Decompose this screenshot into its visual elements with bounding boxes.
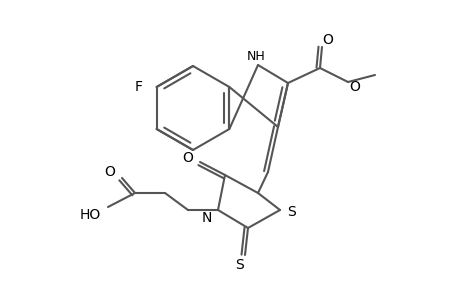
Text: O: O [182,151,193,165]
Text: O: O [349,80,360,94]
Text: O: O [104,165,115,179]
Text: NH: NH [246,50,265,64]
Text: F: F [134,80,142,94]
Text: O: O [322,33,333,47]
Text: S: S [235,258,244,272]
Text: HO: HO [79,208,101,222]
Text: N: N [202,211,212,225]
Text: S: S [287,205,296,219]
